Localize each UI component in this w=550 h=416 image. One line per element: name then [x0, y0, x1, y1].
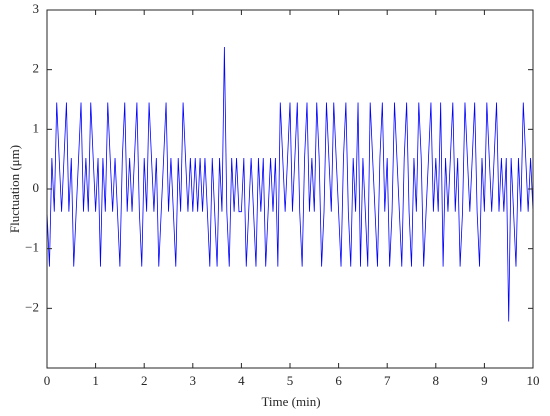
x-tick-label: 9	[481, 373, 488, 388]
x-tick-label: 8	[433, 373, 440, 388]
x-tick-label: 2	[141, 373, 148, 388]
x-tick-label: 4	[238, 373, 245, 388]
x-tick-label: 0	[44, 373, 51, 388]
x-tick-label: 6	[335, 373, 342, 388]
plot-frame	[46, 9, 534, 369]
x-tick-label: 3	[190, 373, 197, 388]
data-line	[46, 46, 534, 322]
x-tick-label: 5	[287, 373, 294, 388]
x-tick-label: 1	[92, 373, 99, 388]
y-axis-label: Fluctuation (μm)	[7, 145, 22, 233]
x-tick-label: 7	[384, 373, 391, 388]
y-tick-label: 2	[33, 61, 40, 76]
x-axis-label: Time (min)	[261, 394, 320, 409]
x-tick-label: 10	[527, 373, 540, 388]
y-tick-label: 0	[33, 180, 40, 195]
y-tick-label: 3	[33, 1, 40, 16]
y-tick-label: 1	[33, 120, 40, 135]
y-tick-label: −2	[25, 299, 39, 314]
y-tick-label: −1	[25, 240, 39, 255]
